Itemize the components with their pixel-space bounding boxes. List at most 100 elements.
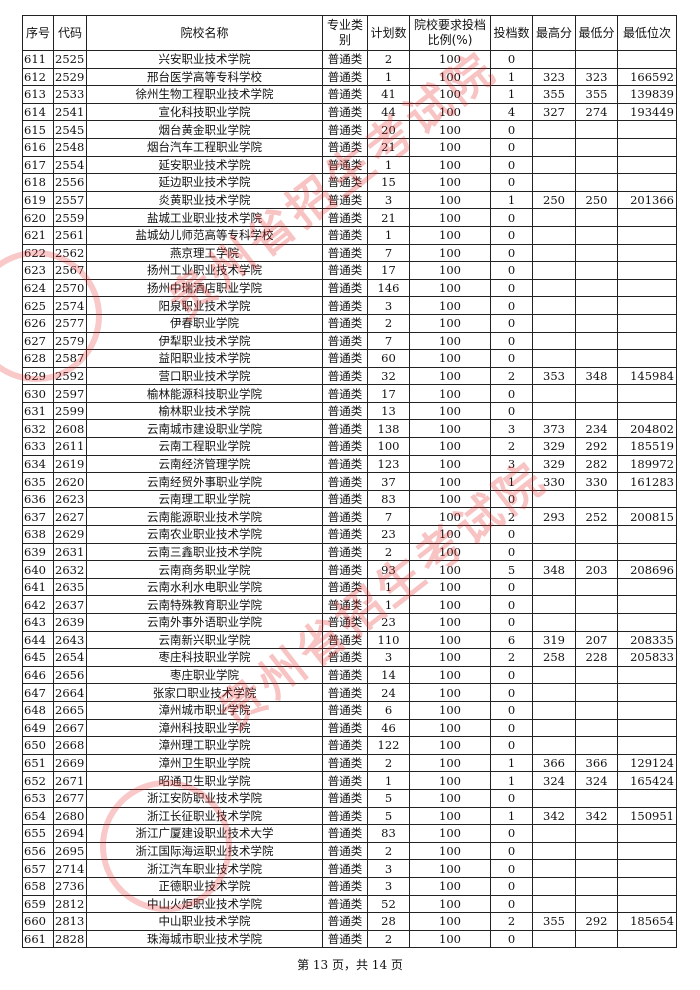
cell-admitted-count: 6: [490, 630, 533, 650]
cell-category: 普通类: [322, 85, 368, 104]
cell-ratio: 100: [409, 577, 491, 597]
cell-category: 普通类: [322, 278, 368, 298]
cell-code: 2579: [53, 331, 87, 351]
cell-seq: 643: [22, 613, 54, 632]
cell-admitted-count: 0: [490, 841, 533, 861]
cell-min-score: [575, 525, 618, 544]
cell-admitted-count: 1: [490, 753, 533, 773]
cell-plan-count: 17: [367, 384, 410, 403]
cell-ratio: 100: [409, 472, 491, 491]
table-row: 641 2635 云南水利水电职业学院 普通类 1 100 0: [22, 577, 677, 597]
table-row: 642 2637 云南特殊教育职业学院 普通类 1 100 0: [22, 595, 677, 614]
cell-ratio: 100: [409, 613, 491, 632]
cell-min-rank: 145984: [617, 366, 677, 386]
cell-seq: 646: [22, 665, 54, 685]
cell-school-name: 兴安职业技术学院: [86, 50, 323, 69]
cell-min-score: 207: [575, 630, 618, 650]
cell-max-score: 373: [532, 419, 576, 439]
table-row: 630 2597 榆林能源科技职业学院 普通类 17 100 0: [22, 384, 677, 403]
cell-seq: 612: [22, 67, 54, 87]
cell-max-score: [532, 859, 576, 878]
cell-category: 普通类: [322, 806, 368, 826]
cell-min-score: [575, 929, 618, 949]
cell-min-score: [575, 613, 618, 632]
cell-max-score: 353: [532, 366, 576, 386]
cell-plan-count: 1: [367, 595, 410, 614]
cell-admitted-count: 0: [490, 261, 533, 280]
cell-plan-count: 1: [367, 771, 410, 790]
cell-admitted-count: 0: [490, 278, 533, 298]
cell-min-rank: [617, 401, 677, 421]
cell-plan-count: 44: [367, 102, 410, 122]
cell-min-score: 274: [575, 102, 618, 122]
cell-school-name: 云南外事外语职业学院: [86, 613, 323, 632]
cell-max-score: [532, 349, 576, 368]
cell-admitted-count: 0: [490, 894, 533, 914]
table-row: 621 2561 盐城幼儿师范高等专科学校 普通类 1 100 0: [22, 225, 677, 245]
cell-max-score: 355: [532, 912, 576, 931]
cell-code: 2677: [53, 788, 87, 808]
cell-min-rank: [617, 859, 677, 878]
table-row: 626 2577 伊春职业学院 普通类 2 100 0: [22, 313, 677, 333]
cell-ratio: 100: [409, 155, 491, 175]
cell-admitted-count: 0: [490, 525, 533, 544]
cell-school-name: 云南三鑫职业技术学院: [86, 542, 323, 562]
cell-min-rank: [617, 225, 677, 245]
cell-school-name: 珠海城市职业技术学院: [86, 929, 323, 949]
cell-school-name: 云南能源职业技术学院: [86, 507, 323, 527]
cell-plan-count: 83: [367, 824, 410, 843]
cell-ratio: 100: [409, 313, 491, 333]
cell-plan-count: 122: [367, 736, 410, 755]
cell-ratio: 100: [409, 67, 491, 87]
cell-ratio: 100: [409, 753, 491, 773]
cell-seq: 623: [22, 261, 54, 280]
cell-plan-count: 1: [367, 155, 410, 175]
cell-admitted-count: 0: [490, 137, 533, 157]
cell-min-score: 234: [575, 419, 618, 439]
cell-ratio: 100: [409, 665, 491, 685]
cell-code: 2525: [53, 50, 87, 69]
cell-admitted-count: 0: [490, 489, 533, 509]
cell-code: 2694: [53, 824, 87, 843]
cell-code: 2714: [53, 859, 87, 878]
cell-min-score: [575, 665, 618, 685]
cell-category: 普通类: [322, 859, 368, 878]
table-row: 646 2656 枣庄职业学院 普通类 14 100 0: [22, 665, 677, 685]
cell-code: 2635: [53, 577, 87, 597]
cell-plan-count: 2: [367, 50, 410, 69]
cell-admitted-count: 0: [490, 401, 533, 421]
cell-min-score: [575, 595, 618, 614]
cell-plan-count: 2: [367, 542, 410, 562]
cell-ratio: 100: [409, 225, 491, 245]
cell-code: 2632: [53, 560, 87, 579]
cell-max-score: [532, 384, 576, 403]
cell-school-name: 漳州科技职业学院: [86, 718, 323, 738]
cell-code: 2656: [53, 665, 87, 685]
cell-max-score: [532, 577, 576, 597]
cell-ratio: 100: [409, 50, 491, 69]
cell-school-name: 漳州理工职业学院: [86, 736, 323, 755]
cell-seq: 641: [22, 577, 54, 597]
table-row: 651 2669 漳州卫生职业学院 普通类 2 100 1 366 366 129124: [22, 753, 677, 773]
cell-ratio: 100: [409, 173, 491, 192]
cell-min-score: 292: [575, 912, 618, 931]
cell-ratio: 100: [409, 85, 491, 104]
table-row: 631 2599 榆林职业技术学院 普通类 13 100 0: [22, 401, 677, 421]
cell-ratio: 100: [409, 718, 491, 738]
cell-min-score: [575, 173, 618, 192]
cell-seq: 644: [22, 630, 54, 650]
cell-max-score: [532, 208, 576, 227]
cell-code: 2736: [53, 876, 87, 896]
cell-category: 普通类: [322, 437, 368, 456]
cell-max-score: 319: [532, 630, 576, 650]
cell-plan-count: 7: [367, 331, 410, 351]
cell-min-rank: 189972: [617, 454, 677, 474]
table-row: 661 2828 珠海城市职业技术学院 普通类 2 100 0: [22, 929, 677, 949]
cell-category: 普通类: [322, 454, 368, 474]
cell-min-rank: 129124: [617, 753, 677, 773]
cell-max-score: 366: [532, 753, 576, 773]
cell-min-score: [575, 261, 618, 280]
cell-category: 普通类: [322, 771, 368, 790]
cell-admitted-count: 2: [490, 648, 533, 667]
cell-school-name: 云南经济管理学院: [86, 454, 323, 474]
